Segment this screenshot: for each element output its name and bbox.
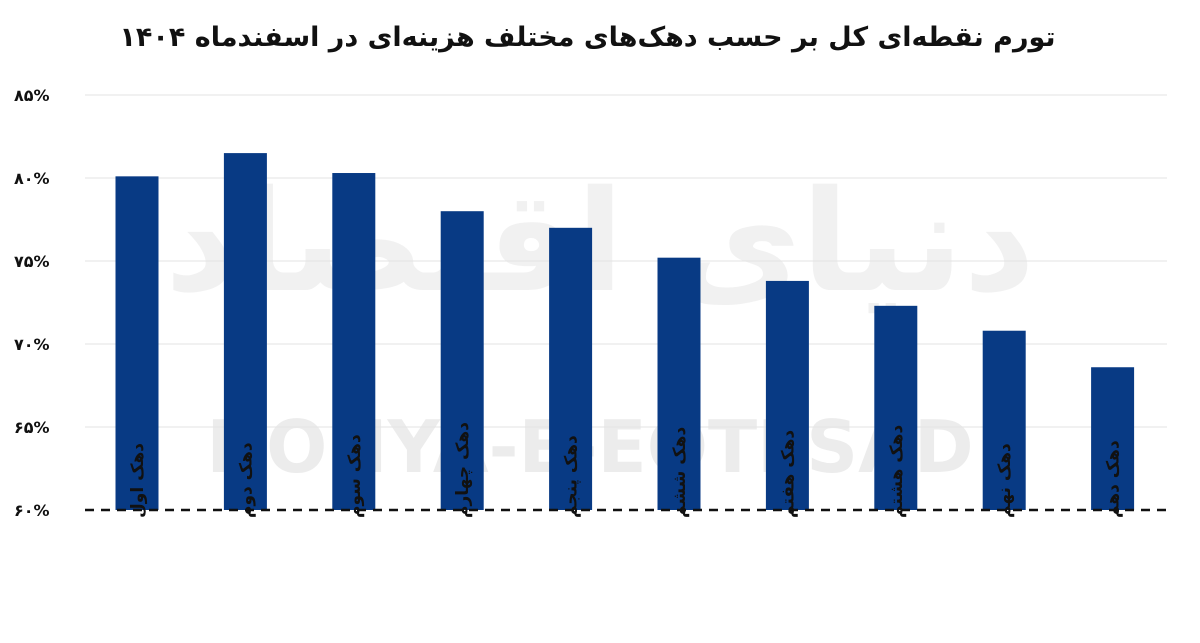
- watermark-persian: دنیای اقتصاد: [165, 161, 1035, 324]
- y-tick-label: ۶۵%: [14, 418, 50, 437]
- bar: [332, 173, 376, 510]
- y-tick-label: ۶۰%: [14, 501, 50, 520]
- bar: [115, 176, 159, 510]
- x-tick-label: دهک دهم: [1104, 440, 1124, 518]
- x-tick-label: دهک اول: [128, 443, 148, 518]
- x-tick-label: دهک دوم: [236, 442, 256, 518]
- bar: [549, 227, 593, 511]
- x-tick-label: دهک سوم: [345, 434, 365, 518]
- bar: [223, 153, 267, 510]
- y-tick-label: ۷۰%: [14, 335, 50, 354]
- bar: [657, 257, 701, 510]
- y-axis-ticks: ۶۰% ۶۵% ۷۰% ۷۵% ۸۰% ۸۵%: [14, 86, 50, 520]
- x-tick-label: دهک ششم: [670, 427, 690, 518]
- bar: [440, 211, 484, 510]
- chart-title: تورم نقطه‌ای کل بر حسب دهک‌های مختلف هزی…: [119, 22, 1056, 53]
- bars: [115, 153, 1135, 511]
- bar: [1091, 367, 1135, 510]
- x-tick-label: دهک پنجم: [562, 435, 582, 518]
- x-tick-label: دهک نهم: [995, 443, 1015, 518]
- bar: [765, 280, 809, 510]
- x-tick-label: دهک چهارم: [453, 422, 473, 518]
- x-axis-ticks: دهک اول دهک دوم دهک سوم دهک چهارم دهک پنجم ده…: [128, 422, 1124, 518]
- x-tick-label: دهک هشتم: [887, 425, 907, 518]
- bar: [874, 305, 918, 510]
- y-tick-label: ۸۵%: [14, 86, 50, 105]
- y-tick-label: ۸۰%: [14, 169, 50, 188]
- x-tick-label: دهک هفتم: [778, 430, 798, 518]
- y-tick-label: ۷۵%: [14, 252, 50, 271]
- bar: [982, 330, 1026, 510]
